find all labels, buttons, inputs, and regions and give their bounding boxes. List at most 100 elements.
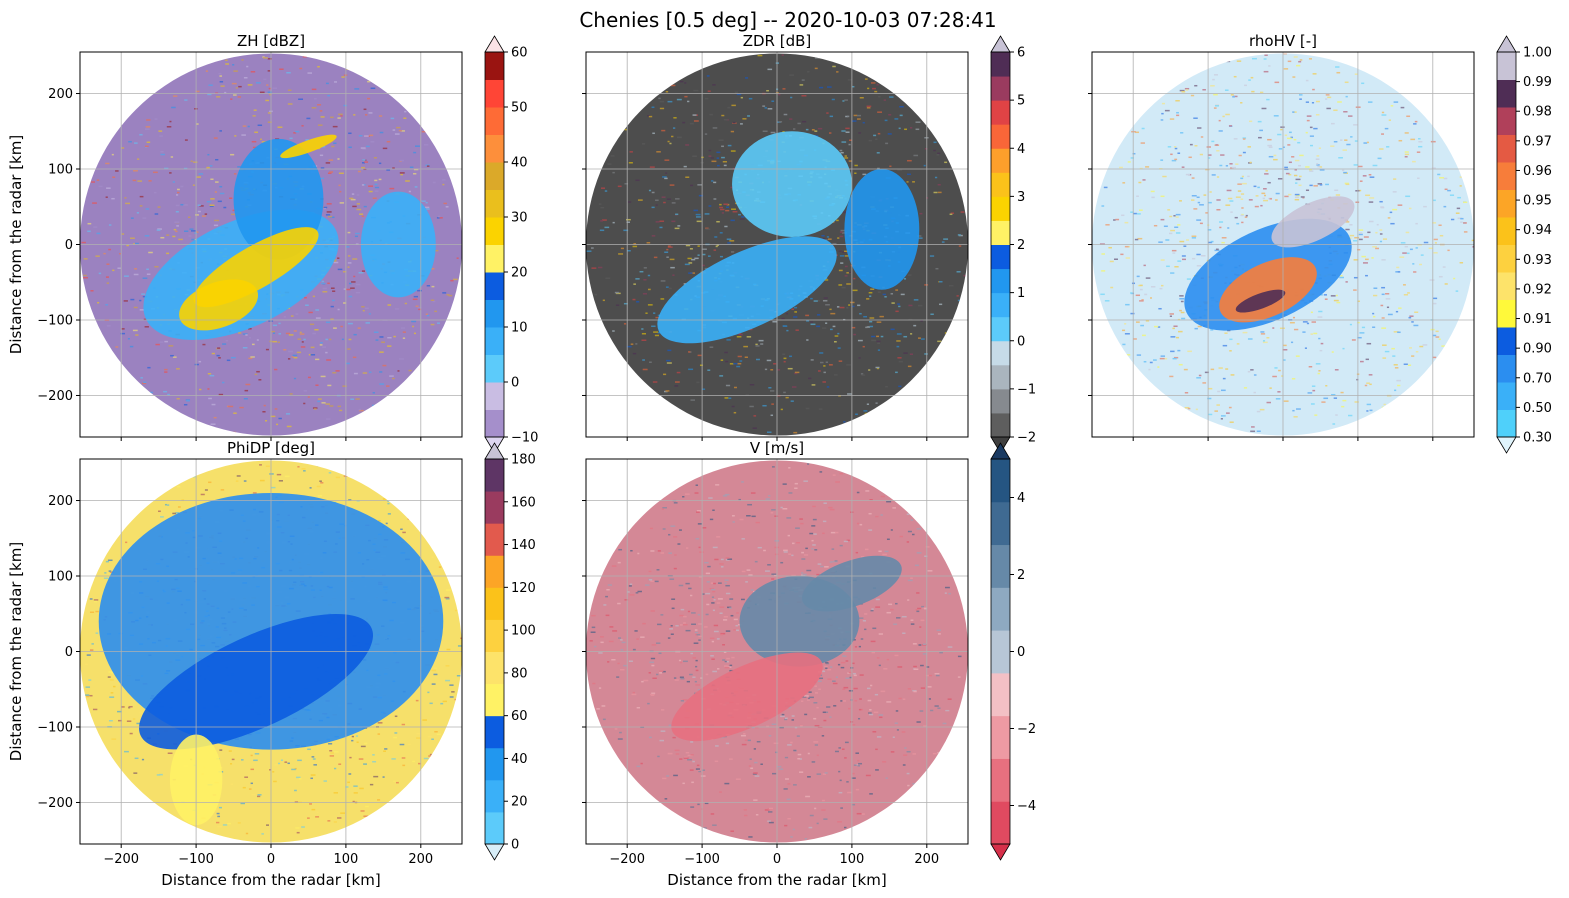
colorbar-segment — [1497, 134, 1516, 163]
colorbar-segment — [1497, 189, 1516, 218]
x-axis-label: Distance from the radar [km] — [667, 871, 886, 889]
colorbar-segment — [991, 340, 1010, 366]
colorbar-segment — [1497, 354, 1516, 383]
colorbar-tick-label: 20 — [511, 795, 528, 810]
colorbar-segment — [991, 412, 1010, 438]
colorbar-segment — [485, 523, 504, 556]
y-axis-label: Distance from the radar [km] — [7, 542, 25, 761]
colorbar-tick-label: 40 — [511, 156, 528, 171]
colorbar-segment — [485, 272, 504, 300]
panel-title: PhiDP [deg] — [227, 439, 315, 457]
grid — [1092, 52, 1474, 437]
colorbar-tick-label: 0 — [1017, 334, 1025, 349]
colorbar-rhohv: 0.30 0.50 0.70 0.90 0.91 0.92 0.93 0.94 0.95 0.96… — [1496, 35, 1552, 454]
grid — [80, 52, 462, 437]
echo-region — [139, 614, 373, 750]
panel-title: V [m/s] — [750, 439, 804, 457]
colorbar-segment — [485, 779, 504, 813]
colorbar-tick-label: 0.97 — [1523, 134, 1552, 149]
colorbar-segment — [991, 801, 1010, 845]
colorbar-frame — [484, 51, 505, 438]
colorbar-segment — [991, 364, 1010, 390]
x-tick-label: 200 — [914, 852, 939, 867]
x-tick-label: 100 — [839, 852, 864, 867]
colorbar-extend-max — [990, 442, 1011, 460]
colorbar-segment — [1497, 382, 1516, 410]
colorbar-tick-label: 0.70 — [1523, 371, 1552, 386]
colorbar-segment — [991, 388, 1010, 414]
colorbar-segment — [485, 715, 504, 749]
y-tick-label: −100 — [37, 313, 73, 328]
colorbar-segment — [485, 619, 504, 652]
colorbar-tick-label: 180 — [511, 453, 536, 468]
colorbar-segment — [1497, 409, 1516, 438]
colorbar-segment — [991, 220, 1010, 245]
colorbar-tick-label: 0.92 — [1523, 282, 1552, 297]
colorbar-segment — [991, 172, 1010, 197]
colorbar-segment — [485, 299, 504, 328]
echo-region — [179, 279, 259, 331]
colorbar-segment — [485, 189, 504, 218]
colorbar-segment — [991, 630, 1010, 674]
colorbar-segment — [485, 382, 504, 410]
colorbar-frame — [484, 458, 505, 845]
x-tick-label: 100 — [333, 852, 358, 867]
colorbar-tick-label: 60 — [511, 709, 528, 724]
colorbar-frame — [1496, 51, 1517, 438]
colorbar-segment — [1497, 272, 1516, 300]
colorbar-tick-label: 0.91 — [1523, 312, 1552, 327]
colorbar-segment — [991, 715, 1010, 759]
panel-zdr: ZDR [dB] −2 −1 0 1 2 3 4 5 6 — [582, 32, 1036, 454]
y-tick-label: 200 — [48, 494, 73, 509]
colorbar-segment — [485, 354, 504, 383]
y-tick-label: 0 — [65, 645, 73, 660]
colorbar-tick-label: 3 — [1017, 190, 1025, 205]
colorbar-segment — [1497, 107, 1516, 135]
x-tick-label: −200 — [609, 852, 645, 867]
colorbar-segment — [991, 244, 1010, 270]
grid — [80, 459, 462, 844]
colorbar-segment — [1497, 299, 1516, 328]
colorbar-segment — [485, 134, 504, 163]
colorbar-segment — [485, 162, 504, 190]
colorbar-tick-label: 100 — [511, 624, 536, 639]
colorbar-tick-label: 2 — [1017, 238, 1025, 253]
colorbar-tick-label: 0.50 — [1523, 401, 1552, 416]
y-tick-label: 0 — [65, 238, 73, 253]
colorbar-tick-label: 5 — [1017, 94, 1025, 109]
colorbar-segment — [485, 747, 504, 781]
y-tick-label: 200 — [48, 87, 73, 102]
colorbar-tick-label: −2 — [1017, 722, 1036, 737]
colorbar-segment — [485, 683, 504, 717]
panel-title: ZH [dBZ] — [237, 32, 305, 50]
colorbar-segment — [485, 491, 504, 524]
colorbar-segment — [485, 244, 504, 273]
colorbar-tick-label: 160 — [511, 495, 536, 510]
echo-region — [844, 169, 920, 290]
y-tick-label: −200 — [37, 389, 73, 404]
colorbar-extend-max — [484, 35, 505, 53]
echo-region — [732, 131, 852, 237]
y-tick-label: 100 — [48, 570, 73, 585]
colorbar-tick-label: 0.30 — [1523, 431, 1552, 446]
colorbar-extend-max — [1496, 35, 1517, 53]
colorbar-segment — [1497, 244, 1516, 273]
colorbar-tick-label: 0.93 — [1523, 253, 1552, 268]
colorbar-extend-max — [484, 442, 505, 460]
colorbar-segment — [991, 672, 1010, 717]
colorbar-tick-label: 120 — [511, 581, 536, 596]
colorbar-tick-label: 30 — [511, 211, 528, 226]
colorbar-tick-label: 10 — [511, 321, 528, 336]
colorbar-segment — [991, 587, 1010, 631]
echo-region — [1271, 196, 1355, 248]
colorbar-tick-label: −10 — [511, 431, 538, 446]
colorbar-segment — [991, 459, 1010, 503]
colorbar-tick-label: 50 — [511, 101, 528, 116]
grid — [586, 459, 968, 844]
colorbar-segment — [1497, 79, 1516, 108]
colorbar-tick-label: 2 — [1017, 568, 1025, 583]
colorbar-tick-label: 0 — [1017, 645, 1025, 660]
